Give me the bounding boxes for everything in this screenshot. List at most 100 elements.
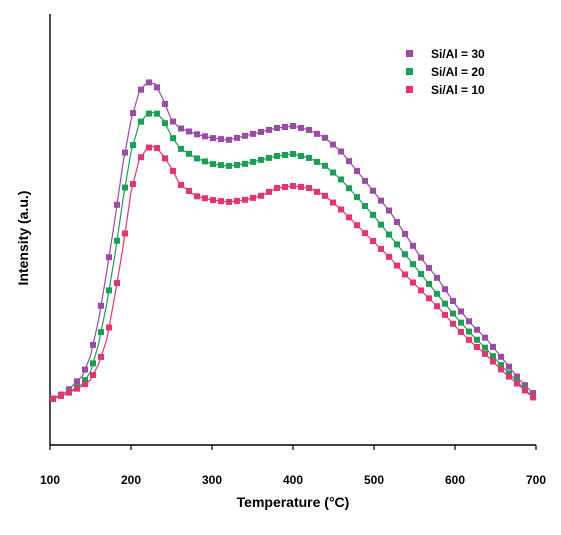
data-point: [82, 366, 88, 373]
data-point: [402, 230, 408, 237]
x-tick-label: 500: [364, 473, 384, 487]
data-point: [306, 184, 312, 191]
data-point: [482, 344, 488, 351]
data-point: [130, 110, 136, 117]
data-point: [210, 197, 216, 204]
data-point: [98, 329, 104, 336]
data-point: [114, 237, 120, 244]
series-line: [49, 81, 537, 401]
data-point: [250, 158, 256, 165]
data-point: [434, 303, 440, 310]
data-point: [338, 206, 344, 213]
data-point: [290, 151, 296, 157]
data-point: [466, 336, 472, 343]
data-point: [474, 344, 480, 351]
data-point: [274, 124, 280, 131]
data-point: [322, 162, 328, 169]
x-tick-label: 400: [283, 473, 303, 487]
data-point: [258, 128, 264, 135]
data-point: [178, 145, 184, 152]
data-point: [242, 196, 248, 203]
data-point: [210, 161, 216, 168]
data-point: [370, 187, 376, 194]
data-point: [298, 183, 304, 190]
data-point: [314, 188, 320, 195]
data-point: [74, 385, 80, 392]
data-point: [90, 372, 96, 379]
data-point: [490, 358, 496, 365]
series-3: [49, 144, 537, 402]
x-ticks: 100 200 300 400 500 600 700: [40, 445, 546, 487]
data-point: [410, 261, 416, 268]
data-point: [162, 100, 168, 107]
data-point: [322, 192, 328, 199]
legend-label: Si/Al = 20: [431, 65, 485, 79]
data-point: [450, 320, 456, 327]
legend-label: Si/Al = 30: [431, 47, 485, 61]
data-point: [354, 194, 360, 201]
data-point: [298, 152, 304, 159]
data-point: [226, 136, 232, 143]
data-point: [490, 343, 496, 350]
data-point: [330, 169, 336, 176]
data-point: [258, 192, 264, 199]
x-tick-label: 700: [526, 473, 546, 487]
x-axis-title: Temperature (°C): [237, 494, 350, 510]
data-point: [362, 177, 368, 184]
data-point: [218, 198, 224, 205]
data-point: [170, 118, 176, 125]
data-point: [138, 154, 144, 161]
data-point: [130, 142, 136, 149]
data-point: [226, 198, 232, 205]
data-point: [114, 279, 120, 286]
data-point: [202, 158, 208, 165]
data-point: [306, 154, 312, 161]
data-point: [98, 302, 104, 309]
data-point: [514, 373, 520, 380]
data-point: [282, 151, 288, 158]
data-point: [346, 214, 352, 221]
data-point: [234, 161, 240, 168]
data-point: [186, 150, 192, 157]
data-point: [82, 377, 88, 384]
data-point: [514, 380, 520, 387]
data-point: [474, 326, 480, 333]
data-point: [418, 271, 424, 278]
data-point: [402, 251, 408, 258]
data-point: [466, 318, 472, 325]
data-point: [146, 79, 152, 86]
data-point: [114, 201, 120, 208]
series-layer: [49, 79, 537, 402]
data-point: [442, 300, 448, 307]
data-point: [386, 207, 392, 214]
data-point: [226, 162, 232, 169]
data-point: [194, 155, 200, 162]
legend-marker: [406, 68, 413, 75]
data-point: [250, 194, 256, 201]
x-tick-label: 200: [121, 473, 141, 487]
series-1: [49, 79, 537, 402]
data-point: [282, 183, 288, 190]
data-point: [266, 154, 272, 161]
data-point: [530, 394, 536, 401]
data-point: [434, 274, 440, 281]
data-point: [426, 264, 432, 271]
data-point: [202, 133, 208, 140]
data-point: [378, 245, 384, 252]
data-point: [266, 188, 272, 195]
data-point: [410, 242, 416, 249]
data-point: [314, 158, 320, 165]
legend-label: Si/Al = 10: [431, 83, 485, 97]
data-point: [186, 128, 192, 135]
data-point: [394, 262, 400, 269]
data-point: [162, 120, 168, 127]
data-point: [82, 381, 88, 388]
data-point: [386, 231, 392, 238]
data-point: [386, 253, 392, 260]
data-point: [122, 184, 128, 191]
data-point: [418, 254, 424, 261]
data-point: [138, 86, 144, 93]
data-point: [154, 84, 160, 91]
data-point: [242, 132, 248, 139]
